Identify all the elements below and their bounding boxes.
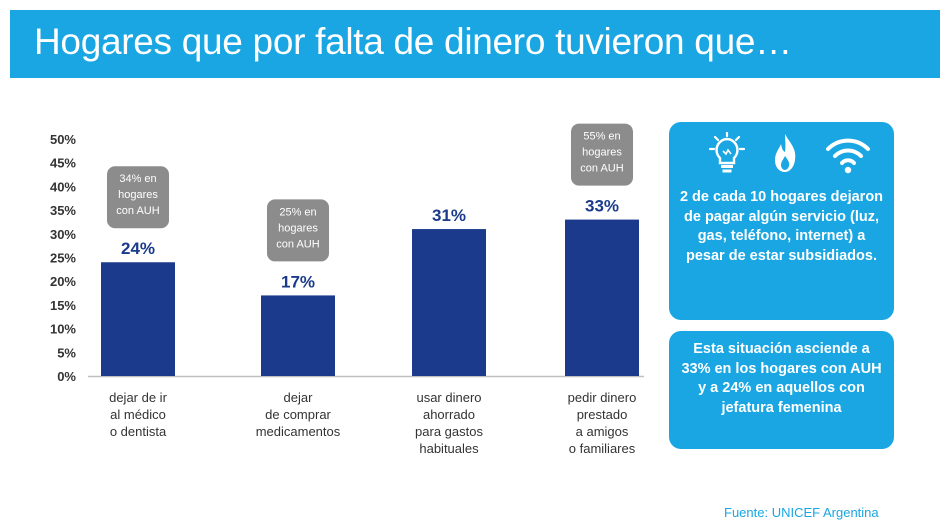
callout-text-line: con AUH	[276, 238, 319, 250]
source-note: Fuente: UNICEF Argentina	[724, 505, 879, 520]
category-label-line: usar dinero	[416, 390, 481, 405]
callout-background	[267, 199, 329, 262]
category-label-line: para gastos	[415, 424, 483, 439]
bar	[412, 229, 486, 376]
flame-icon	[775, 134, 796, 172]
callout-text-line: 55% en	[583, 131, 620, 143]
page-title: Hogares que por falta de dinero tuvieron…	[34, 21, 792, 62]
callout-text-line: hogares	[582, 147, 622, 159]
services-panel: 2 de cada 10 hogares dejaron de pagar al…	[669, 122, 894, 320]
y-tick-label: 30%	[50, 227, 76, 242]
callout-text: 25% en hogares con AUH	[276, 206, 319, 250]
callout-text: 55% en hogares con AUH	[580, 131, 623, 175]
auh-panel: Esta situación asciende a 33% en los hog…	[669, 331, 894, 449]
bar-chart: 0% 5% 10% 15% 20% 25% 30% 35% 40% 45% 50% 24% dejar …	[50, 123, 644, 456]
service-icons	[708, 132, 870, 174]
y-tick-label: 10%	[50, 322, 76, 337]
category-label: dejar de ir al médico o dentista	[109, 390, 167, 439]
callout-background	[107, 166, 169, 229]
y-tick-label: 25%	[50, 251, 76, 266]
category-label-line: dejar	[284, 390, 314, 405]
y-tick-label: 0%	[57, 369, 76, 384]
callout-box: 34% en hogares con AUH	[107, 166, 169, 229]
category-label-line: al médico	[110, 407, 166, 422]
callout-text-line: 25% en	[279, 206, 316, 218]
category-label-line: o familiares	[569, 441, 636, 456]
data-label: 33%	[585, 197, 619, 216]
y-tick-label: 50%	[50, 132, 76, 147]
callout-text-line: con AUH	[580, 163, 623, 175]
y-tick-label: 40%	[50, 179, 76, 194]
callout-text-line: hogares	[118, 189, 158, 201]
callout-box: 25% en hogares con AUH	[267, 199, 329, 262]
title-bar: Hogares que por falta de dinero tuvieron…	[10, 10, 940, 78]
category-label: pedir dinero prestado a amigos o familiares	[568, 390, 637, 456]
callout-text-line: hogares	[278, 222, 318, 234]
data-label: 17%	[281, 272, 315, 291]
category-label-line: habituales	[419, 441, 479, 456]
callout-text: 34% en hogares con AUH	[116, 173, 159, 217]
services-text: 2 de cada 10 hogares dejaron de pagar al…	[679, 189, 884, 264]
callout-text-line: 34% en	[119, 173, 156, 185]
category-label-line: de comprar	[265, 407, 331, 422]
category-label-line: pedir dinero	[568, 390, 637, 405]
data-label: 31%	[432, 206, 466, 225]
category-label-line: dejar de ir	[109, 390, 167, 405]
y-tick-label: 5%	[57, 345, 76, 360]
y-tick-label: 20%	[50, 274, 76, 289]
category-label-line: ahorrado	[423, 407, 475, 422]
category-label: dejar de comprar medicamentos	[256, 390, 341, 439]
bar	[101, 262, 175, 376]
callout-box: 55% en hogares con AUH	[571, 123, 633, 186]
bar	[565, 219, 639, 376]
category-label-line: medicamentos	[256, 424, 341, 439]
bar	[261, 295, 335, 376]
y-tick-label: 15%	[50, 298, 76, 313]
callout-text-line: con AUH	[116, 205, 159, 217]
category-label-line: o dentista	[110, 424, 167, 439]
y-tick-label: 35%	[50, 203, 76, 218]
auh-text: Esta situación asciende a 33% en los hog…	[681, 341, 882, 416]
wifi-icon	[826, 138, 870, 174]
y-tick-label: 45%	[50, 156, 76, 171]
callout-background	[571, 123, 633, 186]
category-label-line: a amigos	[576, 424, 629, 439]
category-label: usar dinero ahorrado para gastos habituales	[415, 390, 483, 456]
category-label-line: prestado	[577, 407, 628, 422]
data-label: 24%	[121, 239, 155, 258]
lightbulb-icon	[708, 132, 746, 173]
